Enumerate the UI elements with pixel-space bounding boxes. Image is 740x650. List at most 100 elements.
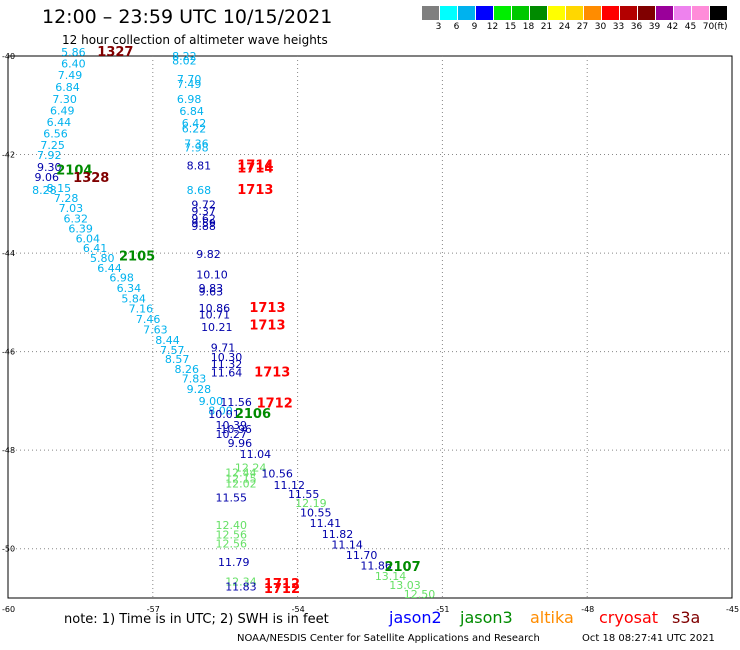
wave-height-value: 6.98 bbox=[109, 272, 134, 285]
scale-swatch bbox=[638, 6, 655, 20]
legend-jason3: jason3 bbox=[460, 608, 513, 627]
pass-time-label: 1713 bbox=[237, 183, 273, 198]
scale-label: 18 bbox=[522, 22, 535, 32]
latitude-label: -48 bbox=[2, 446, 15, 455]
wave-height-value: 7.83 bbox=[182, 373, 207, 386]
wave-height-value: 12.34 bbox=[225, 576, 257, 589]
wave-height-value: 10.10 bbox=[196, 269, 228, 282]
pass-time-label: 1328 bbox=[73, 171, 109, 186]
longitude-label: -57 bbox=[147, 605, 160, 614]
scale-swatch bbox=[710, 6, 727, 20]
wave-height-value: 11.83 bbox=[225, 581, 257, 594]
scale-label: 30 bbox=[594, 22, 607, 32]
scale-label: 42 bbox=[666, 22, 679, 32]
wave-height-value: 8.00 bbox=[208, 405, 233, 418]
latitude-label: -44 bbox=[2, 249, 15, 258]
scale-label: 70 bbox=[702, 22, 715, 32]
pass-time-label: 1712 bbox=[264, 582, 300, 597]
scale-label: 27 bbox=[576, 22, 589, 32]
scale-label: 3 bbox=[435, 22, 442, 32]
wave-height-value: 6.40 bbox=[61, 57, 86, 70]
scale-label: 33 bbox=[612, 22, 625, 32]
wave-height-value: 9.00 bbox=[199, 395, 224, 408]
wave-height-value: 7.63 bbox=[143, 323, 168, 336]
wave-height-value: 6.84 bbox=[55, 81, 79, 94]
wave-height-value: 11.70 bbox=[346, 549, 378, 562]
wave-height-value: 10.86 bbox=[199, 302, 231, 315]
wave-height-value: 5.86 bbox=[61, 46, 86, 59]
wave-height-value: 9.28 bbox=[187, 383, 212, 396]
wave-height-value: 7.30 bbox=[52, 93, 77, 106]
legend-altika: altika bbox=[530, 608, 574, 627]
wave-height-value: 7.49 bbox=[177, 78, 202, 91]
wave-height-value: 5.84 bbox=[121, 292, 146, 305]
scale-label: 15 bbox=[504, 22, 517, 32]
wave-height-value: 5.80 bbox=[90, 252, 115, 265]
longitude-label: -51 bbox=[436, 605, 449, 614]
scale-label: 45 bbox=[684, 22, 697, 32]
wave-height-value: 8.15 bbox=[47, 182, 72, 195]
wave-height-value: 12.02 bbox=[225, 478, 257, 491]
longitude-label: -54 bbox=[292, 605, 305, 614]
wave-height-value: 12.15 bbox=[225, 473, 257, 486]
wave-height-value: 8.26 bbox=[175, 363, 200, 376]
wave-height-value: 7.03 bbox=[59, 202, 84, 215]
wave-height-value: 7.98 bbox=[184, 142, 209, 155]
legend-note: note: 1) Time is in UTC; 2) SWH is in fe… bbox=[64, 612, 329, 627]
pass-time-label: 1327 bbox=[97, 45, 133, 60]
legend-jason2: jason2 bbox=[389, 608, 442, 627]
wave-height-value: 11.14 bbox=[331, 539, 363, 552]
wave-height-value: 11.12 bbox=[273, 479, 305, 492]
scale-swatch bbox=[620, 6, 637, 20]
scale-swatch bbox=[476, 6, 493, 20]
wave-height-value: 7.70 bbox=[177, 73, 202, 86]
wave-height-value: 7.16 bbox=[129, 303, 154, 316]
wave-height-value: 9.83 bbox=[199, 282, 224, 295]
generated-timestamp: Oct 18 08:27:41 UTC 2021 bbox=[582, 633, 715, 644]
latitude-label: -40 bbox=[2, 52, 15, 61]
wave-height-value: 12.50 bbox=[404, 588, 436, 601]
wave-height-value: 12.56 bbox=[216, 538, 248, 551]
legend-s3a: s3a bbox=[672, 608, 701, 627]
wave-height-value: 12.44 bbox=[225, 466, 257, 479]
wave-height-value: 13.14 bbox=[375, 570, 407, 583]
wave-height-value: 10.96 bbox=[220, 423, 252, 436]
scale-label: 9 bbox=[471, 22, 478, 32]
wave-height-value: 9.71 bbox=[211, 342, 236, 355]
wave-height-value: 8.81 bbox=[187, 159, 212, 172]
wave-height-value: 10.01 bbox=[208, 408, 240, 421]
scale-unit: (ft) bbox=[714, 22, 728, 32]
wave-height-value: 12.40 bbox=[216, 519, 248, 532]
scale-swatch bbox=[602, 6, 619, 20]
wave-height-value: 8.22 bbox=[172, 50, 197, 63]
latitude-label: -46 bbox=[2, 348, 15, 357]
map-title: 12:00 – 23:59 UTC 10/15/2021 bbox=[42, 6, 333, 28]
wave-height-value: 11.32 bbox=[211, 358, 243, 371]
wave-height-value: 11.41 bbox=[310, 517, 342, 530]
map-subtitle: 12 hour collection of altimeter wave hei… bbox=[62, 33, 328, 47]
scale-swatch bbox=[566, 6, 583, 20]
wave-height-value: 9.63 bbox=[199, 285, 224, 298]
scale-swatch bbox=[656, 6, 673, 20]
wave-height-value: 9.72 bbox=[191, 199, 216, 212]
wave-height-value: 10.27 bbox=[216, 428, 248, 441]
wave-height-value: 6.04 bbox=[76, 232, 101, 245]
wave-height-value: 11.55 bbox=[288, 488, 320, 501]
scale-swatch bbox=[422, 6, 439, 20]
wave-height-value: 7.46 bbox=[136, 313, 161, 326]
scale-swatch bbox=[530, 6, 547, 20]
pass-time-label: 2106 bbox=[235, 407, 271, 422]
wave-height-value: 11.86 bbox=[360, 559, 392, 572]
wave-height-value: 6.41 bbox=[83, 242, 108, 255]
scale-label: 39 bbox=[648, 22, 661, 32]
wave-height-value: 7.49 bbox=[58, 69, 83, 82]
scale-swatch bbox=[674, 6, 691, 20]
wave-height-value: 6.34 bbox=[117, 282, 142, 295]
wave-height-value: 7.92 bbox=[37, 149, 62, 162]
wave-height-value: 6.39 bbox=[68, 222, 93, 235]
longitude-label: -60 bbox=[2, 605, 15, 614]
scale-label: 21 bbox=[540, 22, 553, 32]
wave-height-value: 11.04 bbox=[240, 448, 272, 461]
scale-swatch bbox=[548, 6, 565, 20]
wave-height-value: 11.56 bbox=[220, 396, 252, 409]
